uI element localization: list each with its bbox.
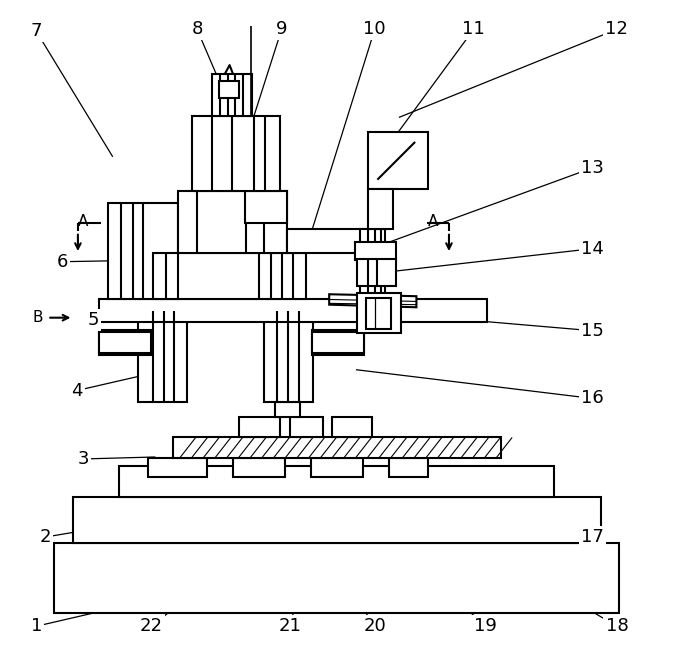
Text: 14: 14 [581, 240, 604, 258]
Bar [332, 417, 372, 437]
Text: 17: 17 [581, 528, 604, 546]
Bar [218, 81, 239, 98]
Text: 9: 9 [276, 20, 287, 38]
Text: 12: 12 [605, 20, 628, 38]
Bar [355, 242, 396, 260]
Text: A: A [78, 214, 88, 229]
Bar [368, 132, 428, 189]
Bar [264, 311, 313, 402]
Text: 19: 19 [474, 617, 497, 635]
Bar [239, 417, 280, 437]
Bar [99, 330, 152, 355]
Bar [357, 259, 396, 286]
Bar [312, 330, 365, 355]
Text: 8: 8 [191, 20, 203, 38]
Bar [311, 458, 363, 477]
Bar [368, 189, 393, 229]
Bar [177, 191, 287, 253]
Bar [290, 417, 323, 437]
Bar [357, 293, 401, 333]
Text: 22: 22 [140, 617, 163, 635]
Text: 10: 10 [363, 20, 386, 38]
Bar [99, 332, 152, 353]
Text: 2: 2 [40, 528, 51, 546]
Text: 13: 13 [581, 159, 604, 177]
Bar [108, 203, 178, 299]
Text: A: A [428, 214, 439, 229]
Text: 20: 20 [363, 617, 386, 635]
Bar [360, 229, 385, 299]
Polygon shape [329, 294, 417, 307]
Bar [173, 437, 501, 458]
Bar [119, 466, 554, 497]
Text: 3: 3 [78, 450, 89, 468]
Text: 7: 7 [30, 22, 42, 40]
Bar [389, 458, 428, 477]
Text: 15: 15 [581, 322, 604, 340]
Text: 1: 1 [30, 617, 42, 635]
Text: 5: 5 [87, 311, 98, 329]
Bar [245, 191, 287, 223]
Text: 6: 6 [57, 253, 68, 271]
Text: 16: 16 [581, 389, 604, 408]
Bar [366, 298, 391, 329]
Bar [54, 543, 619, 613]
Bar [73, 497, 601, 543]
Bar [148, 458, 207, 477]
Bar [212, 74, 252, 116]
Bar [99, 299, 487, 322]
Bar [275, 402, 300, 417]
Bar [287, 229, 384, 253]
Bar [193, 116, 280, 191]
Text: 18: 18 [605, 617, 628, 635]
Bar [138, 311, 187, 402]
Text: 4: 4 [71, 381, 82, 400]
Bar [233, 458, 285, 477]
Text: B: B [32, 310, 43, 326]
Bar [312, 332, 365, 353]
Bar [154, 253, 307, 299]
Text: 21: 21 [278, 617, 301, 635]
Text: 11: 11 [462, 20, 485, 38]
